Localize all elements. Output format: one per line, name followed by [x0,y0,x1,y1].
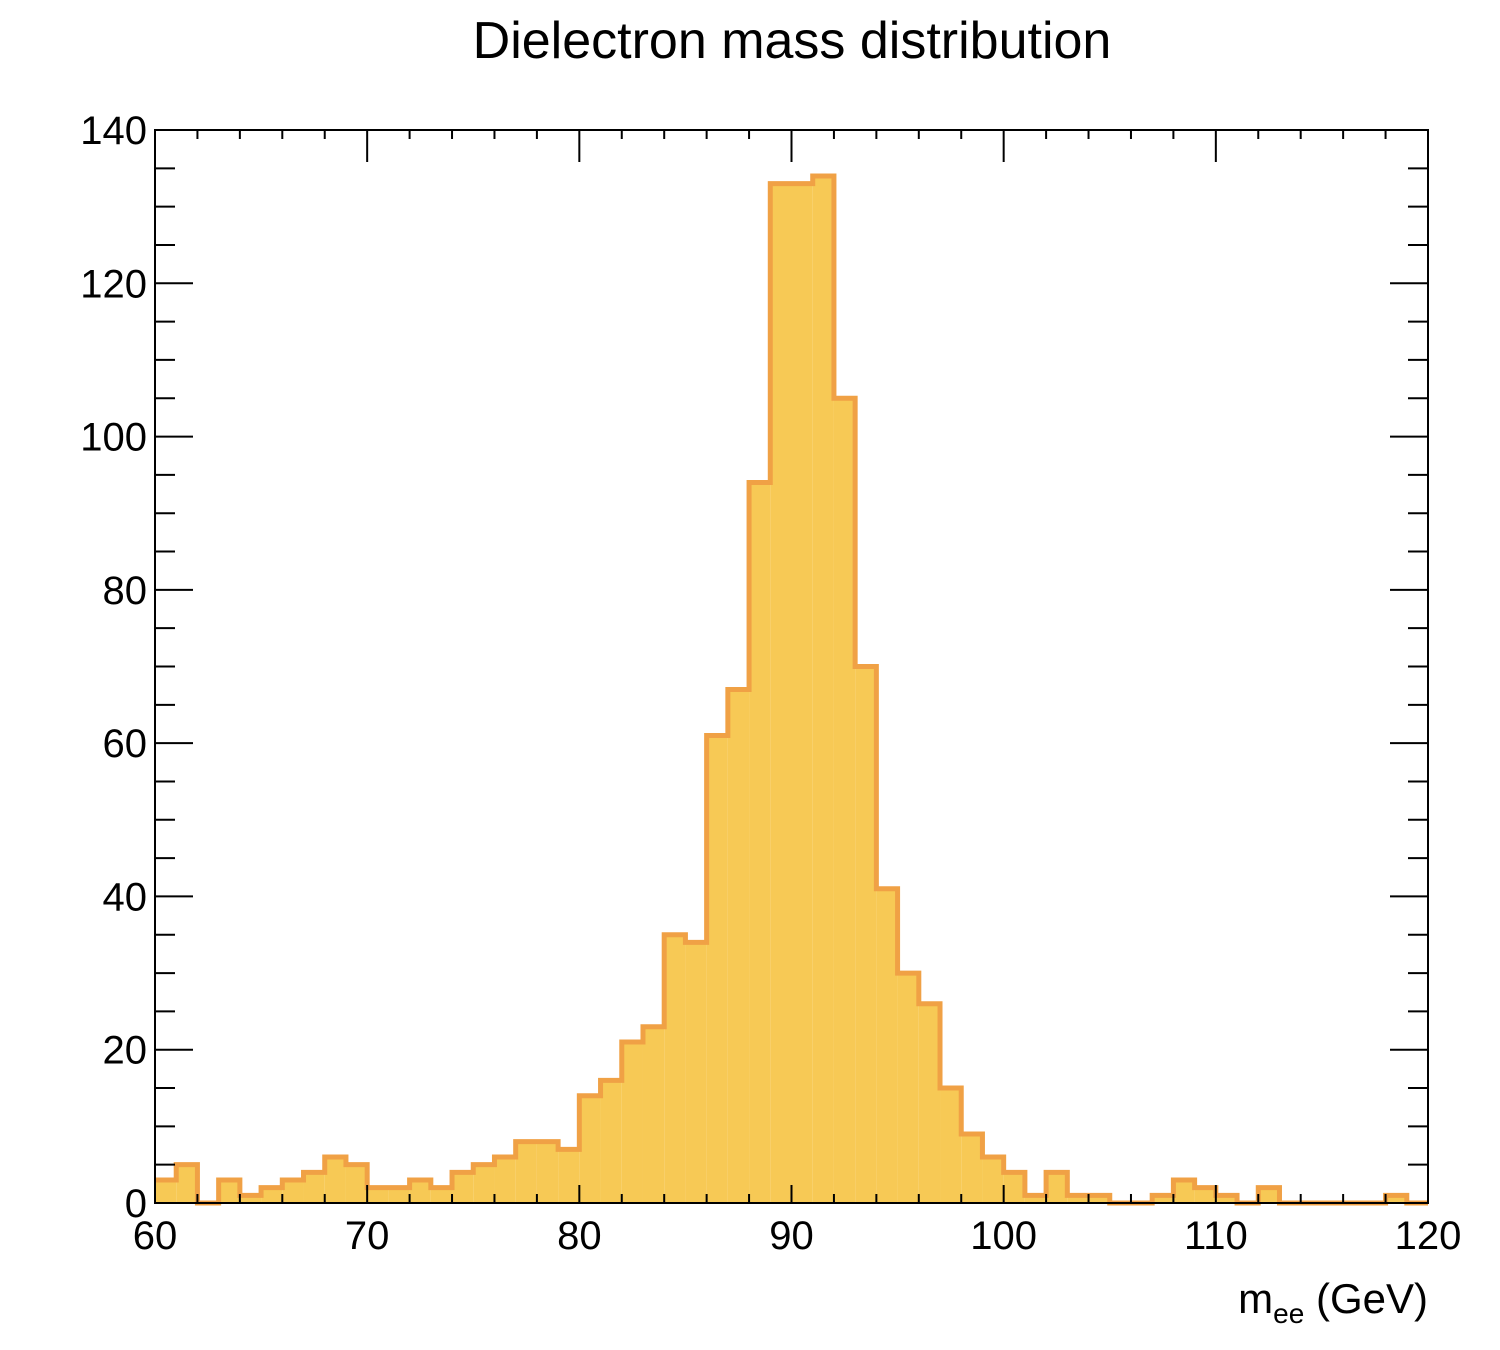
histogram-bar [1067,1195,1089,1203]
histogram-outline [155,173,1428,1206]
y-tick-label: 80 [103,569,148,613]
y-tick-label: 20 [103,1029,148,1073]
axis-layer: 60 70 80 90 100 110 120 0 20 40 60 80 100 120 140 [80,109,1461,1258]
histogram-bar [579,1095,601,1203]
histogram-bar [621,1042,643,1203]
histogram-layer [155,173,1428,1206]
histogram-bar [1194,1187,1216,1203]
histogram-bar [727,689,750,1203]
histogram-bar [367,1187,389,1203]
histogram-bar [558,1149,580,1203]
x-tick-label: 70 [345,1214,390,1258]
histogram-bar [749,482,771,1203]
histogram-bar [1385,1195,1407,1203]
histogram-bar [324,1157,346,1203]
histogram-bar [1046,1172,1068,1203]
histogram-bar [664,934,686,1203]
y-tick-label: 100 [80,416,147,460]
histogram-bar [1152,1195,1174,1203]
histogram-bar [961,1134,983,1203]
histogram-bar [770,183,792,1203]
histogram-bar [155,1180,177,1203]
histogram-bar [494,1157,516,1203]
histogram-bar [473,1164,495,1203]
x-axis-title: mee (GeV) [1238,1275,1428,1329]
histogram-bar [1258,1187,1280,1203]
histogram-bar [430,1187,453,1203]
histogram-bar [452,1172,474,1203]
x-tick-label: 100 [970,1214,1037,1258]
histogram-bar [982,1157,1004,1203]
histogram-bar [345,1164,368,1203]
histogram-bar [536,1141,559,1203]
histogram-bar [897,973,919,1203]
histogram-bar [600,1080,622,1203]
x-tick-label: 80 [557,1214,602,1258]
histogram-bar [515,1141,537,1203]
histogram-bar [282,1180,304,1203]
histogram-bar [706,735,728,1203]
histogram-bar [833,398,856,1203]
x-tick-label: 90 [769,1214,814,1258]
histogram-bar [1173,1180,1195,1203]
histogram-bar [388,1187,410,1203]
histogram-bar [642,1026,665,1203]
x-axis-title-subscript: ee [1273,1298,1304,1329]
x-tick-label: 110 [1184,1214,1248,1258]
histogram-bar [218,1180,240,1203]
histogram-bar [1088,1195,1110,1203]
histogram-bar [918,1003,941,1203]
histogram-bar [1003,1172,1025,1203]
x-axis-title-main: m [1238,1275,1273,1322]
x-tick-label: 60 [133,1214,178,1258]
histogram-bar [239,1195,262,1203]
y-tick-label: 40 [103,875,148,919]
y-tick-label: 60 [103,722,148,766]
histogram-bar [1024,1195,1047,1203]
y-tick-label: 120 [80,262,147,306]
chart-title: Dielectron mass distribution [473,12,1112,70]
histogram-bar [685,942,707,1203]
histogram-bar [303,1172,325,1203]
histogram-bar [1215,1195,1238,1203]
x-tick-label: 120 [1395,1214,1462,1258]
histogram-bar [176,1164,198,1203]
histogram-bar [855,666,877,1203]
histogram-bar [791,183,813,1203]
histogram-bar [409,1180,431,1203]
histogram-bar [261,1187,283,1203]
x-axis-title-suffix: (GeV) [1304,1275,1428,1322]
histogram-bar [940,1088,962,1203]
histogram-bar [876,888,898,1203]
y-tick-label: 0 [125,1182,147,1226]
y-tick-label: 140 [80,109,147,153]
histogram-bar [812,175,834,1203]
